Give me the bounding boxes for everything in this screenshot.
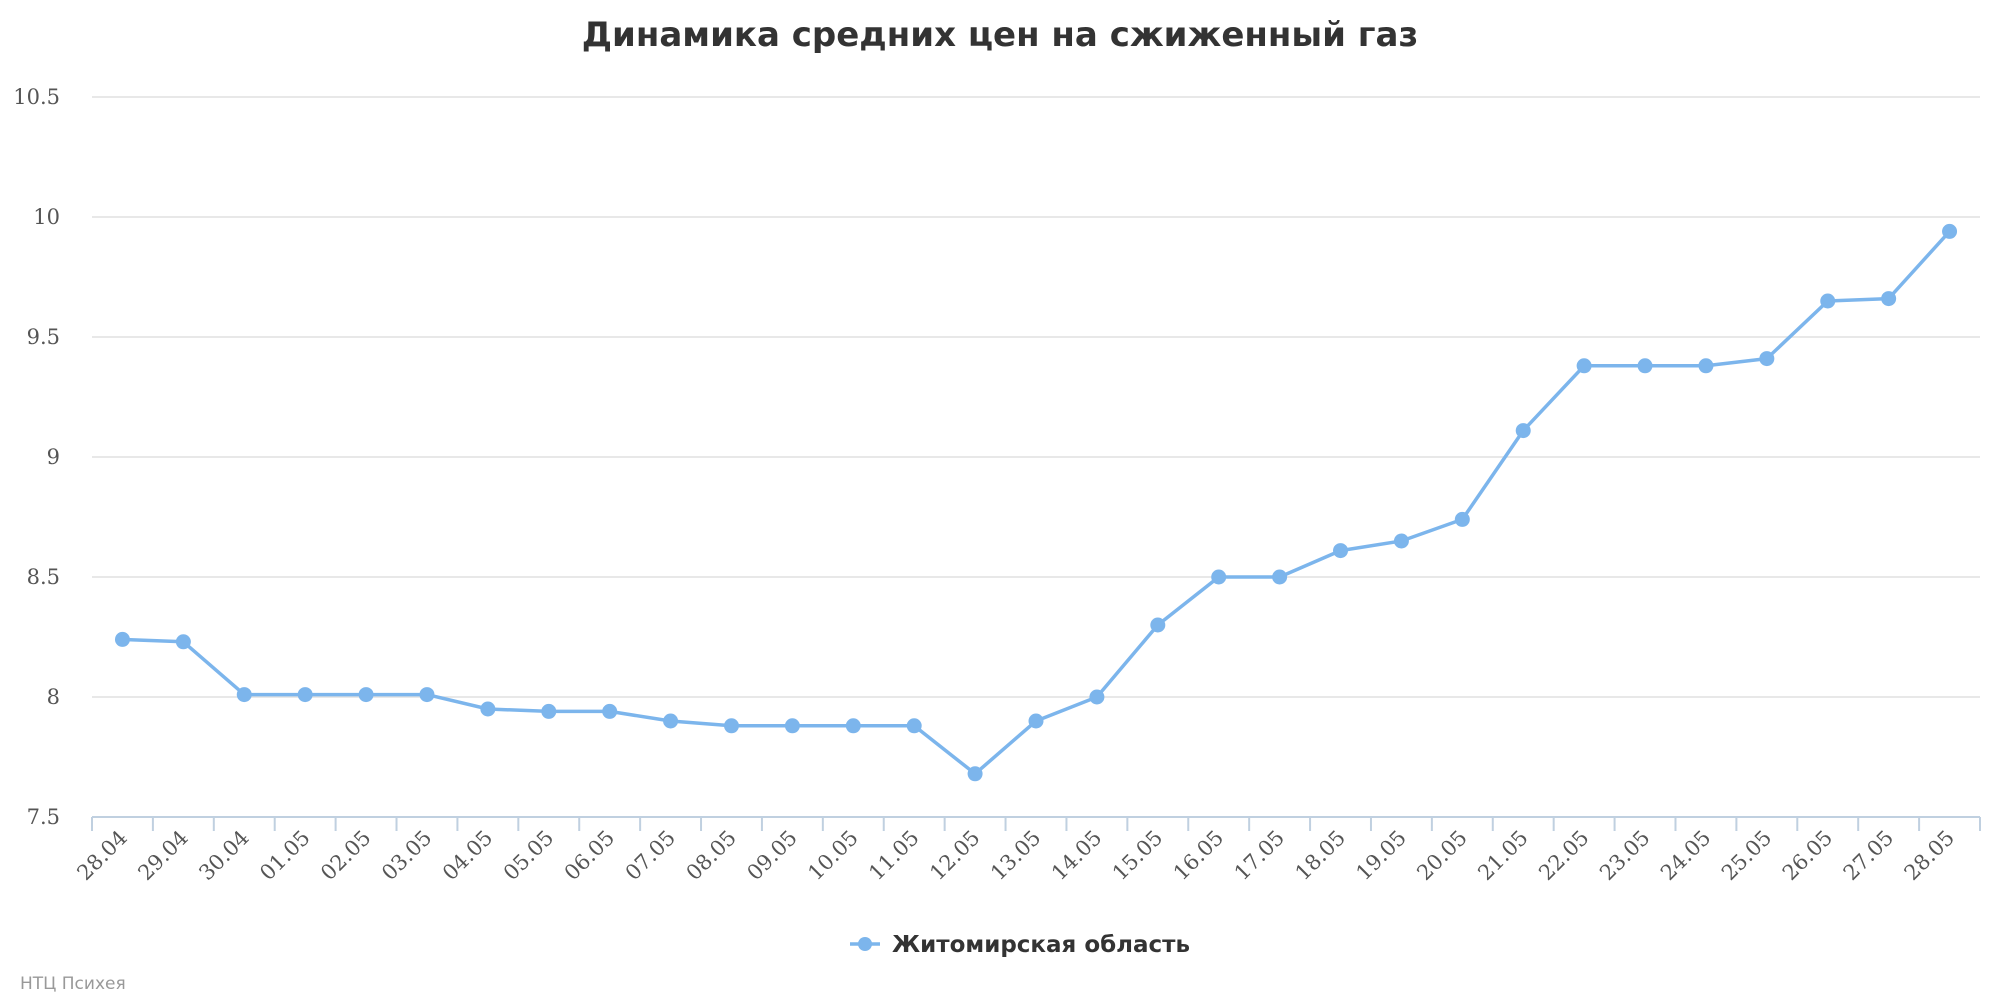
data-point[interactable] <box>419 687 435 703</box>
data-point[interactable] <box>175 634 191 650</box>
series-line <box>120 229 1952 776</box>
data-point[interactable] <box>1150 617 1166 633</box>
x-tick-label: 24.05 <box>1656 826 1715 885</box>
x-tick-label: 16.05 <box>1169 826 1228 885</box>
x-tick-label: 26.05 <box>1778 826 1837 885</box>
data-point[interactable] <box>1820 293 1836 309</box>
credits-text[interactable]: НТЦ Психея <box>20 974 126 994</box>
x-tick-label: 30.04 <box>194 826 253 885</box>
x-axis <box>91 816 1981 831</box>
data-point[interactable] <box>845 718 861 734</box>
data-point[interactable] <box>602 703 618 719</box>
data-point[interactable] <box>1576 358 1592 374</box>
data-point[interactable] <box>1942 223 1958 239</box>
x-tick-label: 29.04 <box>133 826 192 885</box>
y-tick-label: 9.5 <box>27 325 60 349</box>
data-point[interactable] <box>1333 543 1349 559</box>
legend[interactable]: Житомирская область <box>850 932 1190 958</box>
data-point[interactable] <box>236 687 252 703</box>
data-point[interactable] <box>1637 358 1653 374</box>
x-tick-label: 05.05 <box>499 826 558 885</box>
data-point[interactable] <box>480 701 496 717</box>
y-tick-label: 10 <box>33 205 60 229</box>
x-tick-label: 04.05 <box>438 826 497 885</box>
x-tick-label: 02.05 <box>316 826 375 885</box>
x-tick-label: 13.05 <box>986 826 1045 885</box>
data-point[interactable] <box>1211 569 1227 585</box>
x-tick-label: 01.05 <box>255 826 314 885</box>
data-point[interactable] <box>784 718 800 734</box>
legend-label[interactable]: Житомирская область <box>892 932 1190 958</box>
x-tick-label: 10.05 <box>803 826 862 885</box>
data-point[interactable] <box>1759 351 1775 367</box>
data-point[interactable] <box>358 687 374 703</box>
data-point[interactable] <box>1881 291 1897 307</box>
y-tick-label: 7.5 <box>27 805 60 829</box>
data-point[interactable] <box>663 713 679 729</box>
x-tick-label: 11.05 <box>864 826 923 885</box>
data-point[interactable] <box>1028 713 1044 729</box>
x-tick-label: 17.05 <box>1230 826 1289 885</box>
x-tick-label: 27.05 <box>1839 826 1898 885</box>
data-point[interactable] <box>1454 511 1470 527</box>
x-tick-label: 19.05 <box>1351 826 1410 885</box>
x-tick-label: 12.05 <box>925 826 984 885</box>
x-tick-label: 07.05 <box>621 826 680 885</box>
x-tick-label: 03.05 <box>377 826 436 885</box>
data-point[interactable] <box>541 703 557 719</box>
x-tick-label: 06.05 <box>560 826 619 885</box>
x-tick-label: 22.05 <box>1534 826 1593 885</box>
data-point[interactable] <box>1272 569 1288 585</box>
x-tick-label: 14.05 <box>1047 826 1106 885</box>
y-tick-label: 8.5 <box>27 565 60 589</box>
x-tick-label: 18.05 <box>1291 826 1350 885</box>
y-tick-label: 8 <box>47 685 60 709</box>
x-tick-label: 20.05 <box>1412 826 1471 885</box>
data-point[interactable] <box>906 718 922 734</box>
data-point[interactable] <box>1698 358 1714 374</box>
x-tick-label: 15.05 <box>1108 826 1167 885</box>
y-tick-label: 9 <box>47 445 60 469</box>
data-point[interactable] <box>297 687 313 703</box>
data-point[interactable] <box>114 631 130 647</box>
data-point[interactable] <box>1089 689 1105 705</box>
data-point[interactable] <box>1393 533 1409 549</box>
x-tick-label: 28.04 <box>73 826 132 885</box>
x-tick-label: 08.05 <box>682 826 741 885</box>
chart-title: Динамика средних цен на сжиженный газ <box>582 15 1419 55</box>
legend-marker <box>858 937 872 951</box>
x-axis-labels: 28.04 29.04 30.04 01.05 02.05 03.05 04.05 05.05… <box>73 826 1960 885</box>
y-tick-label: 10.5 <box>13 85 60 109</box>
data-point[interactable] <box>967 766 983 782</box>
x-tick-label: 28.05 <box>1900 826 1959 885</box>
x-tick-label: 21.05 <box>1473 826 1532 885</box>
grid <box>92 96 1980 698</box>
y-axis: 7.5 8 8.5 9 9.5 10 10.5 <box>13 85 60 829</box>
x-tick-label: 23.05 <box>1595 826 1654 885</box>
x-tick-label: 25.05 <box>1717 826 1776 885</box>
data-point[interactable] <box>1515 423 1531 439</box>
series-line-zhytomyr <box>114 223 1958 782</box>
x-tick-label: 09.05 <box>742 826 801 885</box>
data-point[interactable] <box>723 718 739 734</box>
